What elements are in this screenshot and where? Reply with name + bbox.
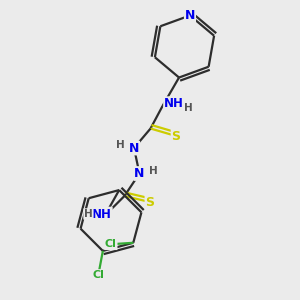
Text: N: N xyxy=(185,9,195,22)
Text: NH: NH xyxy=(164,97,184,110)
Text: Cl: Cl xyxy=(105,239,117,249)
Text: N: N xyxy=(134,167,145,180)
Text: NH: NH xyxy=(92,208,112,220)
Text: S: S xyxy=(146,196,154,208)
Text: N: N xyxy=(129,142,139,154)
Text: H: H xyxy=(116,140,125,150)
Text: Cl: Cl xyxy=(92,270,104,280)
Text: H: H xyxy=(84,209,93,219)
Text: S: S xyxy=(172,130,181,142)
Text: H: H xyxy=(149,166,158,176)
Text: H: H xyxy=(184,103,192,112)
